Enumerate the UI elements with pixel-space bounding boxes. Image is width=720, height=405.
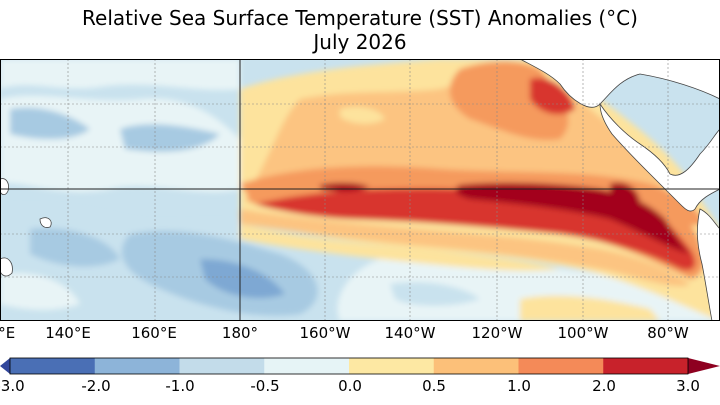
blue-patch-sw-1 (30, 228, 120, 267)
island-west-1 (0, 178, 9, 195)
map-subtitle: July 2026 (313, 30, 407, 54)
map-svg (0, 59, 720, 321)
graticule (0, 59, 720, 321)
colorbar-label-1: 1.0 (507, 377, 531, 395)
colorbar-outline (9, 357, 689, 375)
colorbar-label-2: 2.0 (592, 377, 616, 395)
tick-0e: 0°E (0, 324, 16, 342)
colorbar-segment (433, 358, 519, 374)
tick-160w: 160°W (299, 324, 351, 342)
colorbar-label-neg1: -1.0 (165, 377, 195, 395)
colorbar-segment (349, 358, 435, 374)
sst-anomaly-map (0, 59, 720, 321)
tick-140w: 140°W (384, 324, 436, 342)
dark-red-core-coast (610, 182, 640, 206)
yellow-spot-central (340, 107, 385, 124)
colorbar-segments (10, 358, 689, 374)
colorbar-segment (264, 358, 350, 374)
pale-patch-sw (0, 273, 80, 310)
map-title: Relative Sea Surface Temperature (SST) A… (82, 6, 638, 30)
colorbar-label-neg05: -0.5 (250, 377, 280, 395)
tick-80w: 80°W (647, 324, 689, 342)
yellow-band-south (240, 224, 560, 271)
red-patch-north (530, 78, 575, 115)
tick-100w: 100°W (557, 324, 609, 342)
colorbar-segment (518, 358, 604, 374)
central-america-land (599, 102, 720, 212)
colorbar-label-3: 3.0 (676, 377, 700, 395)
colorbar-segment (94, 358, 180, 374)
tick-120w: 120°W (471, 324, 523, 342)
colorbar-label-neg2: -2.0 (81, 377, 111, 395)
colorbar-segment (179, 358, 265, 374)
pale-top-west (0, 59, 240, 91)
yellow-south-east (520, 295, 660, 321)
blue-patch-west-2 (120, 124, 220, 152)
orange-light-band-south (240, 209, 690, 287)
colorbar-label-0: 0.0 (338, 377, 362, 395)
blue-patch-se (390, 282, 480, 306)
colorbar (0, 357, 720, 375)
colorbar-segment (603, 358, 689, 374)
south-america-land (696, 208, 720, 321)
tick-180: 180° (221, 324, 259, 342)
colorbar-extend-left (0, 358, 10, 374)
tick-160e: 160°E (131, 324, 177, 342)
colorbar-extend-right (688, 358, 720, 374)
colorbar-label-neg3: -3.0 (0, 377, 25, 395)
tick-140e: 140°E (45, 324, 91, 342)
island-west-3 (39, 217, 52, 228)
land-masses (0, 59, 720, 321)
north-america-land (519, 59, 720, 108)
colorbar-segment (10, 358, 96, 374)
dark-blue-patch-sw (200, 259, 285, 299)
colorbar-label-05: 0.5 (422, 377, 446, 395)
blue-patch-west-1 (10, 107, 90, 139)
anomaly-fields (0, 59, 720, 321)
